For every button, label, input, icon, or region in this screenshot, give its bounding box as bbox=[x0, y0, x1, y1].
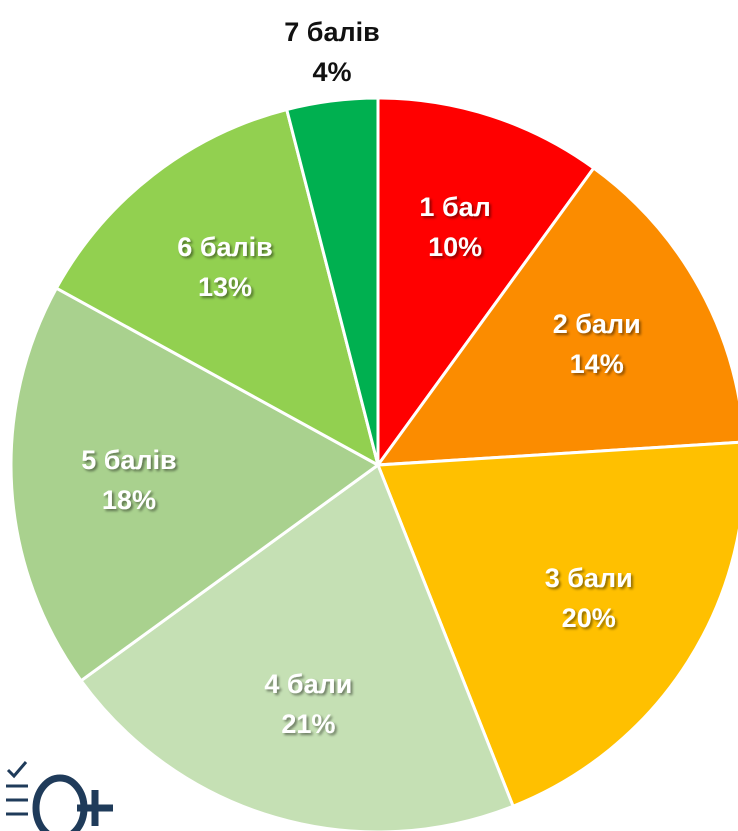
logo bbox=[6, 761, 113, 831]
slice-value: 13% bbox=[198, 272, 252, 302]
slice-value: 10% bbox=[428, 232, 482, 262]
pie-slice bbox=[78, 462, 516, 831]
slice-label: 3 бали bbox=[545, 563, 633, 593]
slice-label: 5 балів bbox=[81, 445, 176, 475]
pie-slice bbox=[375, 440, 738, 809]
pie-slice bbox=[9, 286, 381, 683]
slice-value: 4% bbox=[312, 57, 351, 87]
slice-value: 20% bbox=[562, 603, 616, 633]
slice-value: 18% bbox=[102, 485, 156, 515]
slice-value: 21% bbox=[281, 709, 335, 739]
pie-slice bbox=[376, 96, 596, 470]
pie-slice bbox=[374, 165, 738, 467]
pie-slice bbox=[284, 96, 380, 466]
slice-label: 2 бали bbox=[553, 309, 641, 339]
slice-label: 4 бали bbox=[264, 669, 352, 699]
pie-slice bbox=[54, 107, 381, 468]
slice-label: 7 балів bbox=[284, 17, 379, 47]
slice-label: 1 бал bbox=[419, 192, 490, 222]
slice-label: 6 балів bbox=[177, 232, 272, 262]
slice-value: 14% bbox=[570, 349, 624, 379]
